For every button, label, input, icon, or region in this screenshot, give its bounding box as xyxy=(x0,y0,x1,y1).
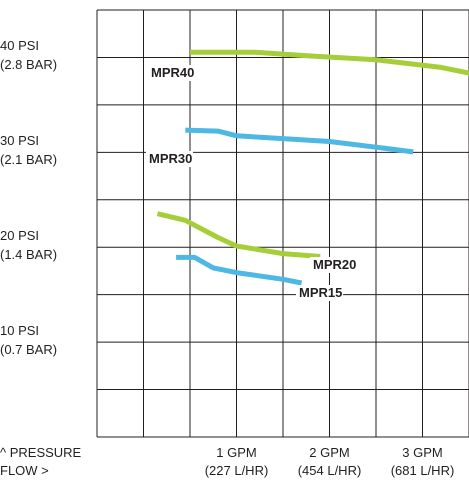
flow-axis-indicator: FLOW > xyxy=(0,463,49,478)
y-tick-label: 10 PSI xyxy=(0,323,39,338)
y-tick-sublabel: (2.1 BAR) xyxy=(0,152,57,167)
x-axis-labels: 1 GPM (227 L/HR) 2 GPM (454 L/HR) 3 GPM (681 … xyxy=(205,445,455,478)
series-label-background xyxy=(146,151,193,167)
y-tick-label: 20 PSI xyxy=(0,228,39,243)
y-tick-label: 40 PSI xyxy=(0,38,39,53)
x-tick-label: 1 GPM xyxy=(216,445,256,460)
series-label-mpr20: MPR20 xyxy=(313,257,356,272)
y-tick-sublabel: (0.7 BAR) xyxy=(0,342,57,357)
x-tick-sublabel: (227 L/HR) xyxy=(205,463,269,478)
series-label-mpr15: MPR15 xyxy=(299,285,342,300)
series-label-mpr30: MPR30 xyxy=(149,151,192,166)
x-tick-label: 2 GPM xyxy=(309,445,349,460)
series-label-mpr40: MPR40 xyxy=(151,65,194,80)
x-tick-label: 3 GPM xyxy=(402,445,442,460)
series-line-mpr40 xyxy=(190,49,469,76)
x-tick-sublabel: (454 L/HR) xyxy=(298,463,362,478)
series-label-background xyxy=(148,65,195,81)
y-axis-labels: 10 PSI (0.7 BAR) 20 PSI (1.4 BAR) 30 PSI (2.1… xyxy=(0,38,57,357)
pressure-axis-indicator: ^ PRESSURE xyxy=(0,445,82,460)
y-tick-label: 30 PSI xyxy=(0,133,39,148)
series-lines xyxy=(156,49,469,286)
series-label-background xyxy=(296,285,343,301)
series-labels: MPR40 MPR30 MPR20 MPR15 xyxy=(146,65,357,301)
x-tick-sublabel: (681 L/HR) xyxy=(391,463,455,478)
y-tick-sublabel: (2.8 BAR) xyxy=(0,57,57,72)
series-line-mpr30 xyxy=(185,127,414,155)
y-tick-sublabel: (1.4 BAR) xyxy=(0,247,57,262)
series-label-background xyxy=(310,257,357,273)
axis-corner-label: ^ PRESSURE FLOW > xyxy=(0,445,82,478)
series-line-mpr15 xyxy=(176,254,303,286)
series-line-mpr20 xyxy=(156,211,321,259)
